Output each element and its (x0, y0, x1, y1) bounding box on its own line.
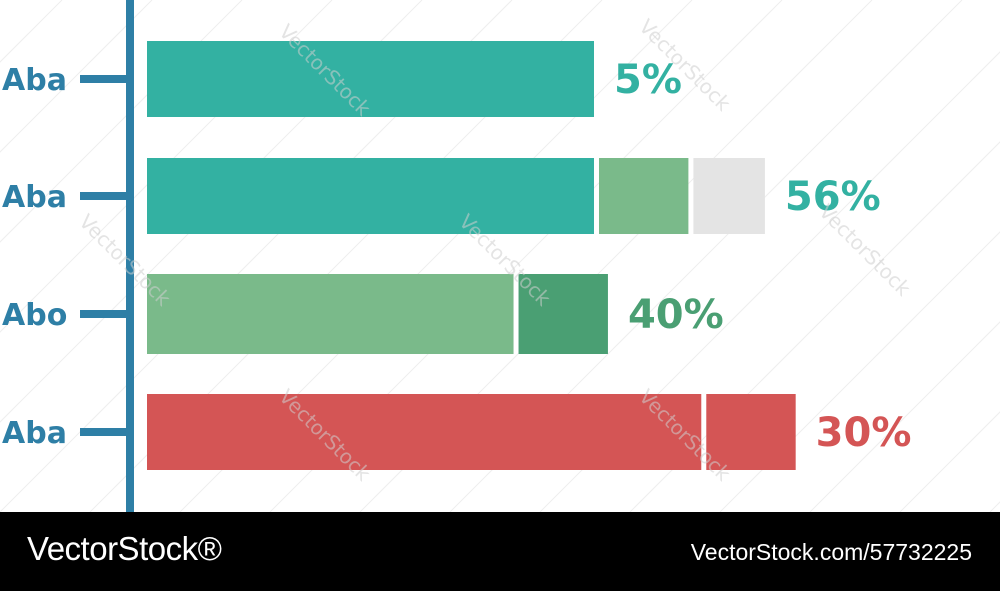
bar-segment (147, 394, 702, 470)
bar-segment (147, 41, 594, 117)
category-label: Aba (2, 63, 67, 98)
data-label: 5% (614, 57, 682, 103)
footer-image-id: VectorStock.com/57732225 (690, 539, 972, 565)
footer-bar: VectorStock® VectorStock.com/57732225 (0, 512, 1000, 591)
bar-segment (147, 158, 594, 234)
data-label: 30% (816, 410, 912, 456)
footer-brand: VectorStock® (27, 530, 222, 567)
bar-segment (518, 274, 608, 354)
bar-segment (147, 274, 514, 354)
background-diagonal (899, 411, 1000, 512)
y-axis-tick (80, 192, 126, 200)
data-label: 56% (785, 174, 881, 220)
y-axis-tick (80, 310, 126, 318)
data-label: 40% (628, 292, 724, 338)
bar-chart: Aba 5%Aba 56%Abo 40%Aba 30%VectorStock Vector… (0, 0, 1000, 512)
background-diagonal (989, 501, 1000, 512)
bar-segment (599, 158, 689, 234)
y-axis-tick (80, 75, 126, 83)
category-label: Aba (2, 180, 67, 215)
background-diagonal (719, 231, 1000, 512)
category-label: Abo (2, 298, 67, 333)
background-diagonal (0, 0, 153, 153)
bar-segment (706, 394, 796, 470)
bar-segment (693, 158, 765, 234)
y-axis-tick (80, 428, 126, 436)
chart-area: Aba 5% Aba 56% Abo 40% Aba 30% VectorStock Vector… (0, 0, 1000, 512)
background-diagonal (809, 321, 1000, 512)
category-label: Aba (2, 416, 67, 451)
